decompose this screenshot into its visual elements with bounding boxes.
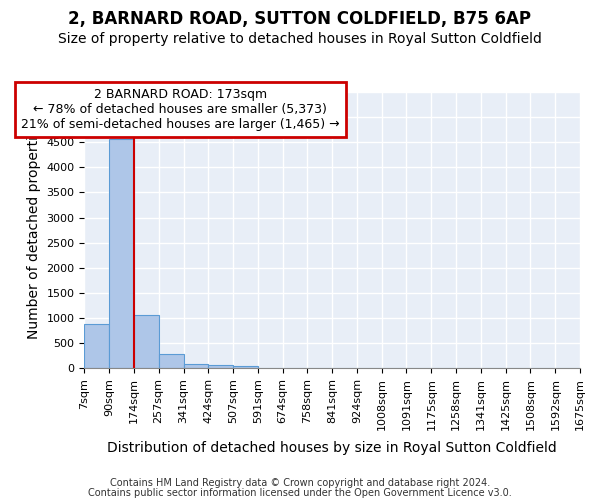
- Bar: [134, 315, 158, 368]
- Bar: [208, 364, 233, 368]
- Bar: [109, 139, 134, 368]
- Text: Contains public sector information licensed under the Open Government Licence v3: Contains public sector information licen…: [88, 488, 512, 498]
- Bar: [84, 324, 109, 368]
- Bar: [184, 364, 208, 368]
- Y-axis label: Number of detached properties: Number of detached properties: [27, 121, 41, 340]
- X-axis label: Distribution of detached houses by size in Royal Sutton Coldfield: Distribution of detached houses by size …: [107, 441, 557, 455]
- Bar: [158, 354, 184, 368]
- Text: Size of property relative to detached houses in Royal Sutton Coldfield: Size of property relative to detached ho…: [58, 32, 542, 46]
- Bar: [233, 366, 258, 368]
- Text: 2 BARNARD ROAD: 173sqm  
← 78% of detached houses are smaller (5,373)
21% of sem: 2 BARNARD ROAD: 173sqm ← 78% of detached…: [21, 88, 340, 131]
- Text: 2, BARNARD ROAD, SUTTON COLDFIELD, B75 6AP: 2, BARNARD ROAD, SUTTON COLDFIELD, B75 6…: [68, 10, 532, 28]
- Text: Contains HM Land Registry data © Crown copyright and database right 2024.: Contains HM Land Registry data © Crown c…: [110, 478, 490, 488]
